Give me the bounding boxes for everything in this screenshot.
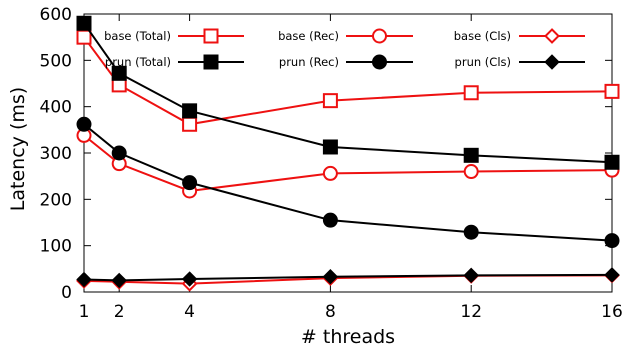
legend-label: prun (Cls) (455, 55, 511, 69)
series-line-prun-rec (83, 123, 613, 242)
data-point-prun-cls (604, 267, 620, 283)
x-tick-label: 4 (184, 302, 195, 322)
data-point-prun-total (463, 147, 479, 163)
legend-item-prun-cls: prun (Cls) (455, 54, 585, 70)
data-point-prun-cls (111, 272, 127, 289)
legend-item-base-rec: base (Rec) (278, 28, 413, 44)
y-tick-label: 600 (40, 5, 72, 25)
data-point-base-rec (463, 164, 479, 180)
legend-marker (372, 28, 387, 44)
legend: base (Total) base (Rec) base (Cls) prun (To… (104, 28, 585, 70)
data-point-prun-cls (322, 269, 339, 285)
data-point-prun-cls (181, 271, 198, 287)
series-base-total (76, 29, 620, 132)
data-point-base-total (76, 29, 92, 45)
data-point-prun-total (111, 65, 127, 81)
x-tick-label: 16 (601, 302, 623, 322)
data-point-base-total (604, 83, 620, 99)
data-point-prun-rec (182, 175, 198, 191)
y-tick-label: 0 (61, 283, 72, 303)
legend-label: base (Rec) (278, 29, 339, 43)
series-line-base-total (83, 36, 613, 126)
data-point-base-total (182, 116, 198, 132)
data-point-prun-cls (463, 267, 479, 284)
legend-label: base (Cls) (454, 29, 511, 43)
y-axis-title: Latency (ms) (7, 87, 29, 211)
series-line-base-rec (83, 134, 613, 193)
series-layer (76, 15, 620, 292)
series-prun-cls (76, 267, 620, 289)
data-point-prun-total (76, 15, 92, 31)
data-point-prun-total (322, 139, 338, 155)
x-tick-label: 2 (114, 302, 125, 322)
legend-item-base-total: base (Total) (104, 28, 244, 44)
legend-marker (203, 28, 219, 44)
data-point-base-rec (322, 165, 338, 181)
y-tick-label: 300 (40, 144, 72, 164)
x-axis-title: # threads (301, 326, 395, 348)
legend-item-prun-rec: prun (Rec) (279, 54, 413, 70)
data-point-prun-total (182, 103, 198, 119)
y-tick-label: 100 (40, 237, 72, 257)
series-base-rec (76, 127, 620, 199)
data-point-prun-rec (322, 212, 338, 228)
data-point-base-total (322, 93, 338, 109)
x-tick-label: 8 (325, 302, 336, 322)
x-axis-ticks: 1 2 4 8 12 16 (79, 14, 623, 322)
y-tick-label: 400 (40, 98, 72, 118)
data-point-prun-rec (604, 233, 620, 249)
y-tick-label: 200 (40, 190, 72, 210)
data-point-prun-total (604, 154, 620, 170)
legend-item-base-cls: base (Cls) (454, 28, 585, 44)
legend-label: base (Total) (104, 29, 171, 43)
series-prun-total (76, 15, 620, 170)
legend-marker (203, 54, 219, 70)
legend-label: prun (Rec) (279, 55, 339, 69)
series-line-prun-total (83, 22, 613, 164)
x-tick-label: 12 (460, 302, 482, 322)
data-point-prun-cls (76, 271, 92, 288)
data-point-base-total (463, 85, 479, 101)
legend-marker (544, 28, 560, 44)
series-prun-rec (76, 116, 620, 249)
data-point-prun-rec (76, 116, 92, 132)
data-point-prun-rec (463, 224, 479, 240)
legend-label: prun (Total) (105, 55, 171, 69)
y-tick-label: 500 (40, 51, 72, 71)
y-axis-ticks: 0 100 200 300 400 500 600 (40, 5, 612, 303)
legend-item-prun-total: prun (Total) (105, 54, 244, 70)
legend-marker (544, 54, 560, 70)
x-tick-label: 1 (79, 302, 90, 322)
data-point-prun-rec (111, 145, 127, 161)
legend-marker (372, 54, 387, 70)
